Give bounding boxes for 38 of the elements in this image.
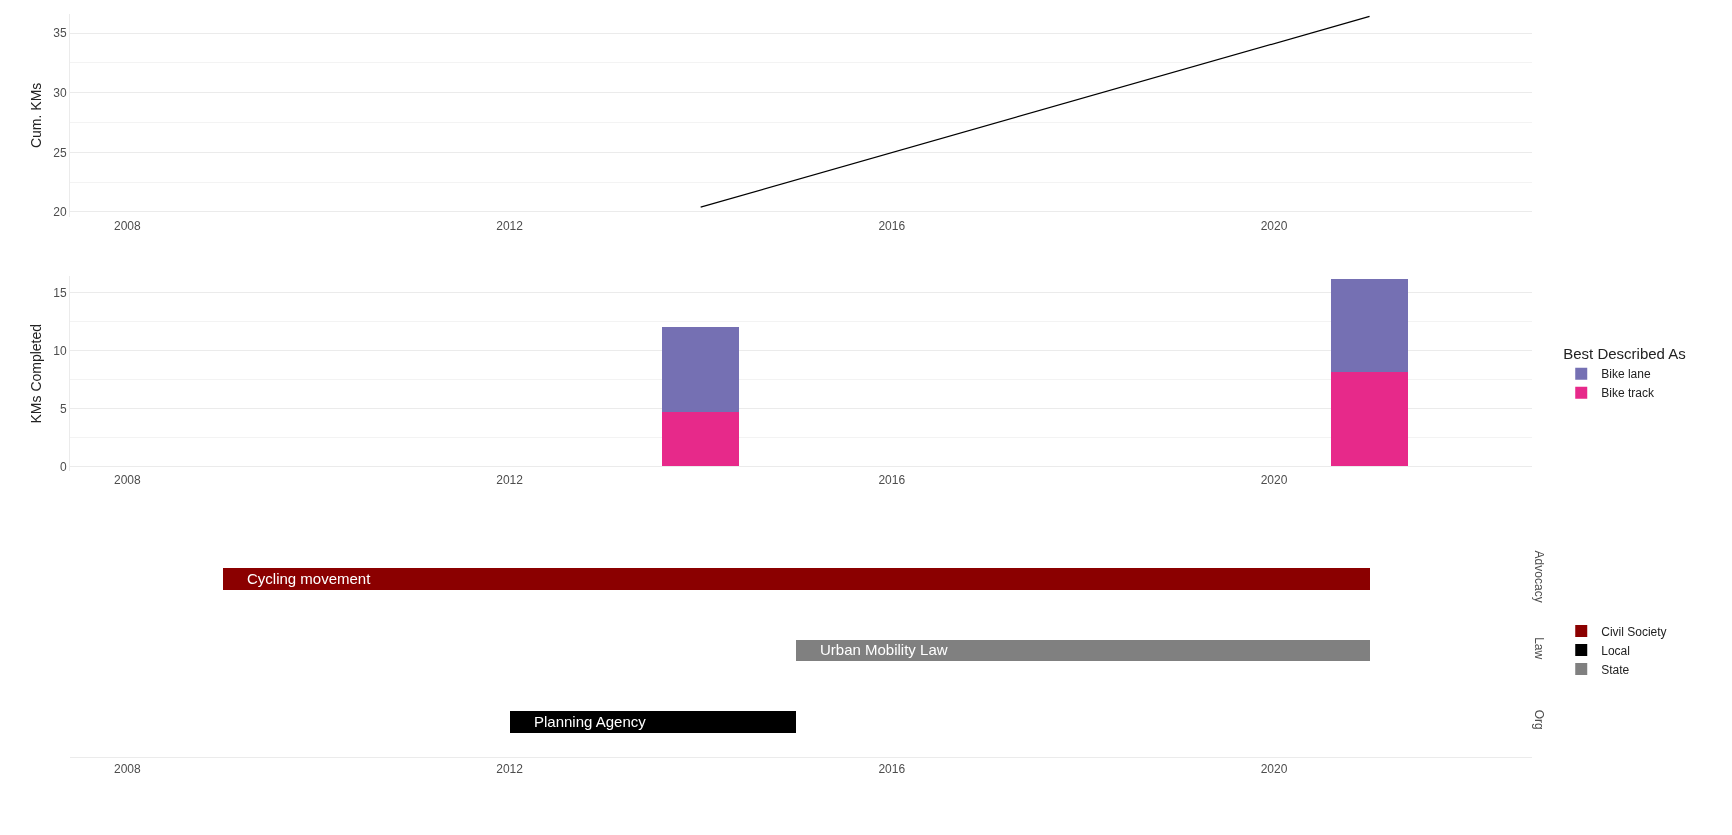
y-tick-label: 15 (53, 285, 67, 300)
y-tick-label: 20 (53, 205, 67, 220)
x-tick-label: 2020 (1260, 761, 1288, 776)
y-tick-label: 35 (53, 26, 67, 41)
y-axis-title: Cum. KMs (27, 82, 44, 149)
x-tick-label: 2008 (113, 761, 141, 776)
x-tick-label: 2016 (878, 473, 906, 488)
legend-label: State (1601, 662, 1630, 677)
annotation: Cycling movement (247, 570, 372, 587)
x-tick-label: 2020 (1260, 473, 1288, 488)
x-tick-label: 2012 (496, 761, 524, 776)
bar (662, 327, 739, 413)
x-tick-label: 2008 (113, 218, 141, 233)
x-tick-label: 2008 (113, 473, 141, 488)
legend-label: Local (1601, 643, 1630, 658)
y-tick-label: 25 (53, 145, 67, 160)
legend-label: Bike lane (1601, 367, 1651, 382)
x-tick-label: 2012 (496, 473, 524, 488)
y-tick-label: Advocacy (1532, 550, 1547, 603)
bar (1331, 279, 1408, 373)
x-tick-label: 2012 (496, 218, 524, 233)
y-tick-label: 5 (59, 401, 67, 416)
y-tick-label: 30 (53, 85, 67, 100)
y-tick-label: 10 (53, 343, 67, 358)
legend-label: Bike track (1601, 386, 1655, 401)
y-tick-label: 0 (59, 459, 67, 474)
annotation: Urban Mobility Law (820, 641, 948, 658)
x-tick-label: 2016 (878, 761, 906, 776)
y-axis-title: KMs Completed (27, 323, 44, 424)
y-tick-label: Law (1532, 637, 1547, 660)
y-tick-label: Org (1532, 709, 1547, 730)
x-tick-label: 2016 (878, 218, 906, 233)
legend-label: Civil Society (1601, 624, 1667, 639)
x-tick-label: 2020 (1260, 218, 1288, 233)
legend-title: Best Described As (1563, 345, 1686, 363)
bar (1331, 372, 1408, 467)
annotation: Planning Agency (534, 713, 647, 730)
bar (662, 412, 739, 467)
